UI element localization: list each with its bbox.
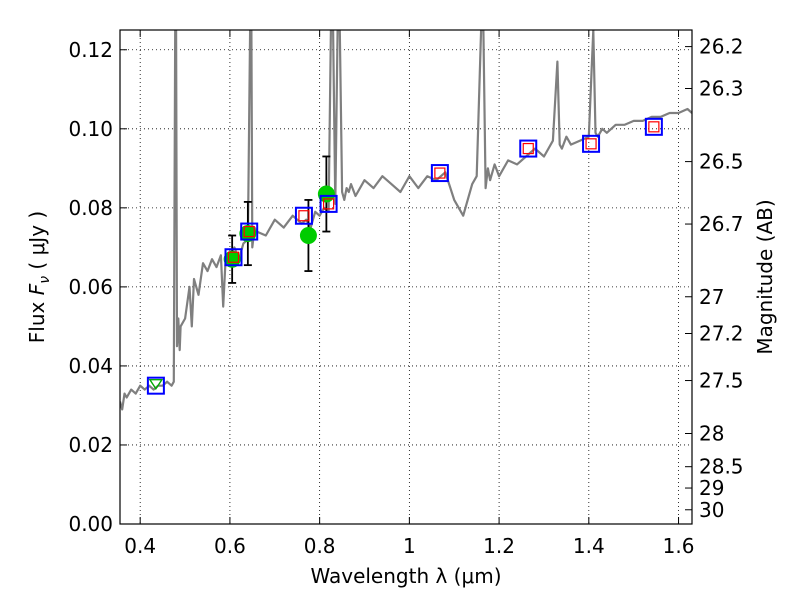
y2-tick-label: 26.2 xyxy=(699,35,744,59)
model-square-marker xyxy=(224,248,243,267)
x-tick-label: 1 xyxy=(403,534,416,558)
model-square-marker xyxy=(519,139,538,158)
y2-tick-label: 26.5 xyxy=(699,150,744,174)
model-square-marker xyxy=(240,222,259,241)
x-tick-label: 1.4 xyxy=(573,534,605,558)
y2-tick-label: 30 xyxy=(699,498,724,522)
y2-tick-label: 26.7 xyxy=(699,212,744,236)
y2-tick-label: 27 xyxy=(699,285,724,309)
model-square-marker xyxy=(582,134,601,153)
y-axis-label-symbol: F xyxy=(25,283,49,295)
model-square-marker xyxy=(319,194,338,213)
y2-tick-label: 28 xyxy=(699,421,724,445)
y2-axis-label: Magnitude (AB) xyxy=(753,199,777,354)
y-axis-label-unit: ( μJy ) xyxy=(25,211,49,276)
band-square-marker xyxy=(648,121,660,133)
y-axis-label-subscript: ν xyxy=(37,276,53,284)
band-square-marker xyxy=(434,167,446,179)
band-square-marker xyxy=(243,225,255,238)
triangle-marker xyxy=(148,379,164,390)
spectrum-line xyxy=(120,30,692,411)
x-tick-label: 1.6 xyxy=(663,534,695,558)
y-tick-label: 0.12 xyxy=(68,38,113,62)
y-axis-label: Flux Fν ( μJy ) xyxy=(25,211,53,343)
y2-tick-label: 27.5 xyxy=(699,369,744,393)
y-tick-label: 0.02 xyxy=(68,433,113,457)
y-tick-label: 0.00 xyxy=(68,512,113,536)
grid-lines xyxy=(120,30,692,525)
x-tick-label: 1.2 xyxy=(483,534,515,558)
y-tick-label: 0.10 xyxy=(68,117,113,141)
model-square-marker xyxy=(644,117,663,136)
x-tick-label: 0.8 xyxy=(304,534,336,558)
y2-tick-label: 27.2 xyxy=(699,322,744,346)
model-square-marker xyxy=(294,206,313,225)
plot-area xyxy=(120,30,692,411)
x-axis-label: Wavelength λ (μm) xyxy=(310,564,501,588)
data-point xyxy=(317,185,335,203)
model-square-marker xyxy=(430,164,449,183)
band-square-marker xyxy=(585,138,597,150)
model-square-marker xyxy=(146,376,165,395)
y2-tick-label: 29 xyxy=(699,476,724,500)
y2-tick-label: 28.5 xyxy=(699,455,744,479)
y-tick-label: 0.04 xyxy=(68,354,113,378)
y-tick-label: 0.06 xyxy=(68,275,113,299)
axis-ticks: 0.4 0.6 0.8 1 1.2 1.4 1.6 0.00 0.02 0.04 0.06 0.08 0… xyxy=(68,30,744,558)
data-point xyxy=(299,227,317,245)
band-square-marker xyxy=(323,198,335,210)
band-square-marker xyxy=(227,251,240,263)
band-square-marker xyxy=(298,210,310,222)
y-axis-label-prefix: Flux xyxy=(25,295,49,343)
y-tick-label: 0.08 xyxy=(68,196,113,220)
plot-frame xyxy=(119,29,693,525)
band-square-marker xyxy=(522,142,534,155)
x-tick-label: 0.6 xyxy=(214,534,246,558)
x-tick-label: 0.4 xyxy=(124,534,156,558)
y2-tick-label: 26.3 xyxy=(699,76,744,100)
